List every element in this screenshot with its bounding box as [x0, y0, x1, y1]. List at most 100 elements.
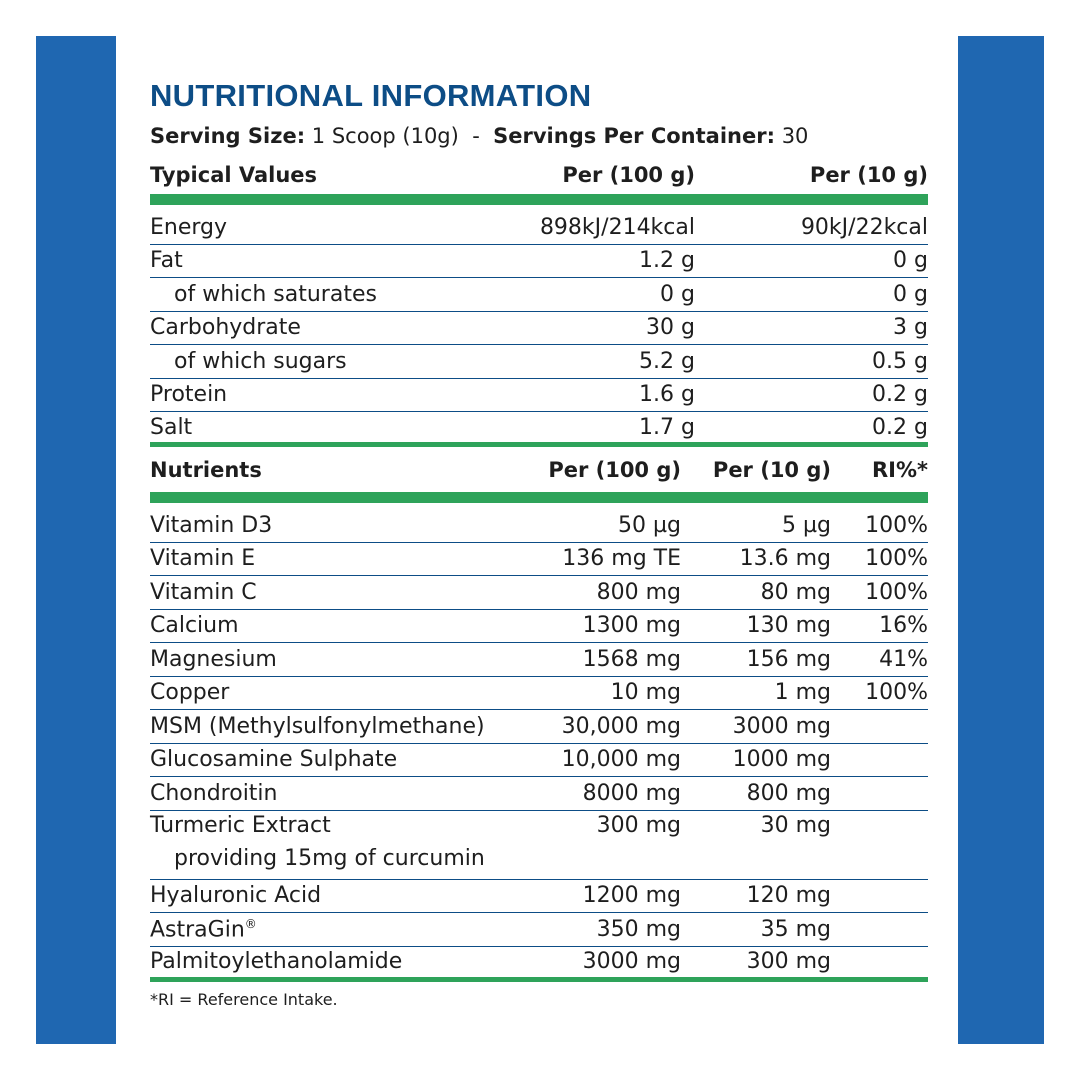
nutrient-name: Chondroitin: [150, 780, 278, 806]
value-per-10g: 120 mg: [681, 879, 831, 913]
value-ri-percent: [831, 709, 928, 744]
nutrient-name-cell: MSM (Methylsulfonylmethane): [150, 709, 530, 744]
nutrient-row: AstraGin® 350 mg 35 mg: [150, 912, 928, 947]
value-ri-percent: [831, 879, 928, 913]
nutrient-name: Palmitoylethanolamide: [150, 949, 403, 974]
value-per-10g: 3000 mg: [681, 709, 831, 744]
nutrient-name-cell: AstraGin®: [150, 912, 530, 947]
value-ri-percent: 16%: [831, 609, 928, 643]
nutrient-name: of which sugars: [150, 344, 500, 379]
value-per-100g: 10,000 mg: [530, 743, 681, 777]
value-ri-percent: 100%: [831, 575, 928, 610]
nutrient-name: Copper: [150, 680, 230, 706]
value-per-10g: 300 mg: [681, 946, 831, 982]
nutrient-row: Vitamin D3 50 µg 5 µg 100%: [150, 497, 928, 543]
typical-header-name: Typical Values: [150, 156, 500, 205]
typical-row: Salt 1.7 g 0.2 g: [150, 411, 928, 447]
value-per-10g: 5 µg: [681, 497, 831, 543]
value-per-100g: 10 mg: [530, 676, 681, 710]
value-per-100g: 1568 mg: [530, 642, 681, 677]
nutrients-header-ri: RI%*: [831, 447, 928, 503]
value-per-10g: 3 g: [695, 311, 928, 345]
nutrient-name: of which saturates: [150, 277, 500, 312]
nutrients-table: Nutrients Per (100 g) Per (10 g) RI%* Vi…: [150, 447, 928, 982]
value-per-100g: 898kJ/214kcal: [500, 199, 695, 245]
value-per-10g: 1 mg: [681, 676, 831, 710]
nutrient-name: Vitamin E: [150, 546, 256, 572]
value-per-10g: 0.2 g: [695, 378, 928, 412]
value-per-100g: 3000 mg: [530, 946, 681, 982]
nutrient-name: Magnesium: [150, 646, 277, 672]
value-ri-percent: [831, 776, 928, 811]
value-per-100g: 350 mg: [530, 912, 681, 947]
nutrient-row: Calcium 1300 mg 130 mg 16%: [150, 609, 928, 643]
nutrient-name-cell: Hyaluronic Acid: [150, 879, 530, 913]
nutrient-name: Salt: [150, 411, 500, 447]
nutrient-name-cell: Glucosamine Sulphate: [150, 743, 530, 777]
registered-mark: ®: [244, 916, 257, 931]
nutrient-name-cell: Calcium: [150, 609, 530, 643]
value-per-10g: 90kJ/22kcal: [695, 199, 928, 245]
value-per-100g: 1300 mg: [530, 609, 681, 643]
nutrient-name-cell: Chondroitin: [150, 776, 530, 811]
nutrient-name: Glucosamine Sulphate: [150, 747, 398, 773]
typical-header-per100: Per (100 g): [500, 156, 695, 205]
nutrients-header-row: Nutrients Per (100 g) Per (10 g) RI%*: [150, 447, 928, 503]
value-per-100g: 1.7 g: [500, 411, 695, 447]
page-title: NUTRITIONAL INFORMATION: [150, 78, 592, 113]
value-ri-percent: [831, 946, 928, 982]
nutrition-panel: NUTRITIONAL INFORMATION Serving Size: 1 …: [150, 76, 928, 1009]
value-per-10g: 0.5 g: [695, 344, 928, 379]
nutrient-name: Carbohydrate: [150, 311, 500, 345]
value-per-100g: 30,000 mg: [530, 709, 681, 744]
value-per-10g: 156 mg: [681, 642, 831, 677]
typical-values-table: Typical Values Per (100 g) Per (10 g) En…: [150, 156, 928, 447]
value-per-10g: 0.2 g: [695, 411, 928, 447]
nutrient-name-cell: Vitamin E: [150, 542, 530, 576]
left-frame-bar: [36, 36, 116, 1044]
serving-info: Serving Size: 1 Scoop (10g) - Servings P…: [150, 116, 928, 156]
typical-header-per10: Per (10 g): [695, 156, 928, 205]
value-per-100g: 300 mg: [530, 810, 681, 880]
value-per-100g: 136 mg TE: [530, 542, 681, 576]
nutrient-row: Vitamin C 800 mg 80 mg 100%: [150, 575, 928, 610]
value-per-10g: 0 g: [695, 277, 928, 312]
nutrient-name-cell: Vitamin D3: [150, 497, 530, 543]
value-per-10g: 13.6 mg: [681, 542, 831, 576]
nutrient-row: Hyaluronic Acid 1200 mg 120 mg: [150, 879, 928, 913]
value-per-100g: 1200 mg: [530, 879, 681, 913]
nutrient-name: MSM (Methylsulfonylmethane): [150, 713, 485, 739]
value-per-10g: 800 mg: [681, 776, 831, 811]
value-per-10g: 130 mg: [681, 609, 831, 643]
nutrient-row: Magnesium 1568 mg 156 mg 41%: [150, 642, 928, 677]
value-per-100g: 50 µg: [530, 497, 681, 543]
typical-row: of which sugars 5.2 g 0.5 g: [150, 344, 928, 379]
value-per-100g: 800 mg: [530, 575, 681, 610]
nutrient-row: Glucosamine Sulphate 10,000 mg 1000 mg: [150, 743, 928, 777]
nutrient-name-cell: Palmitoylethanolamide: [150, 946, 530, 982]
typical-row: Energy 898kJ/214kcal 90kJ/22kcal: [150, 199, 928, 245]
value-per-10g: 30 mg: [681, 810, 831, 880]
value-ri-percent: 100%: [831, 497, 928, 543]
value-per-10g: 35 mg: [681, 912, 831, 947]
nutrient-row: Copper 10 mg 1 mg 100%: [150, 676, 928, 710]
typical-row: Protein 1.6 g 0.2 g: [150, 378, 928, 412]
servings-per-container-label: Servings Per Container:: [493, 124, 775, 148]
nutrient-name: Vitamin C: [150, 579, 257, 605]
value-per-100g: 5.2 g: [500, 344, 695, 379]
nutrient-row: Chondroitin 8000 mg 800 mg: [150, 776, 928, 811]
nutrient-name: Fat: [150, 244, 500, 278]
nutrient-name: Calcium: [150, 613, 239, 639]
nutrient-name: Hyaluronic Acid: [150, 883, 322, 909]
value-per-100g: 1.2 g: [500, 244, 695, 278]
serving-size-label: Serving Size:: [150, 124, 306, 148]
nutrients-header-per100: Per (100 g): [530, 447, 681, 503]
value-ri-percent: [831, 743, 928, 777]
value-per-10g: 80 mg: [681, 575, 831, 610]
value-ri-percent: [831, 810, 928, 880]
nutrient-name: AstraGin: [150, 916, 245, 942]
nutrient-row: Vitamin E 136 mg TE 13.6 mg 100%: [150, 542, 928, 576]
typical-header-row: Typical Values Per (100 g) Per (10 g): [150, 156, 928, 205]
